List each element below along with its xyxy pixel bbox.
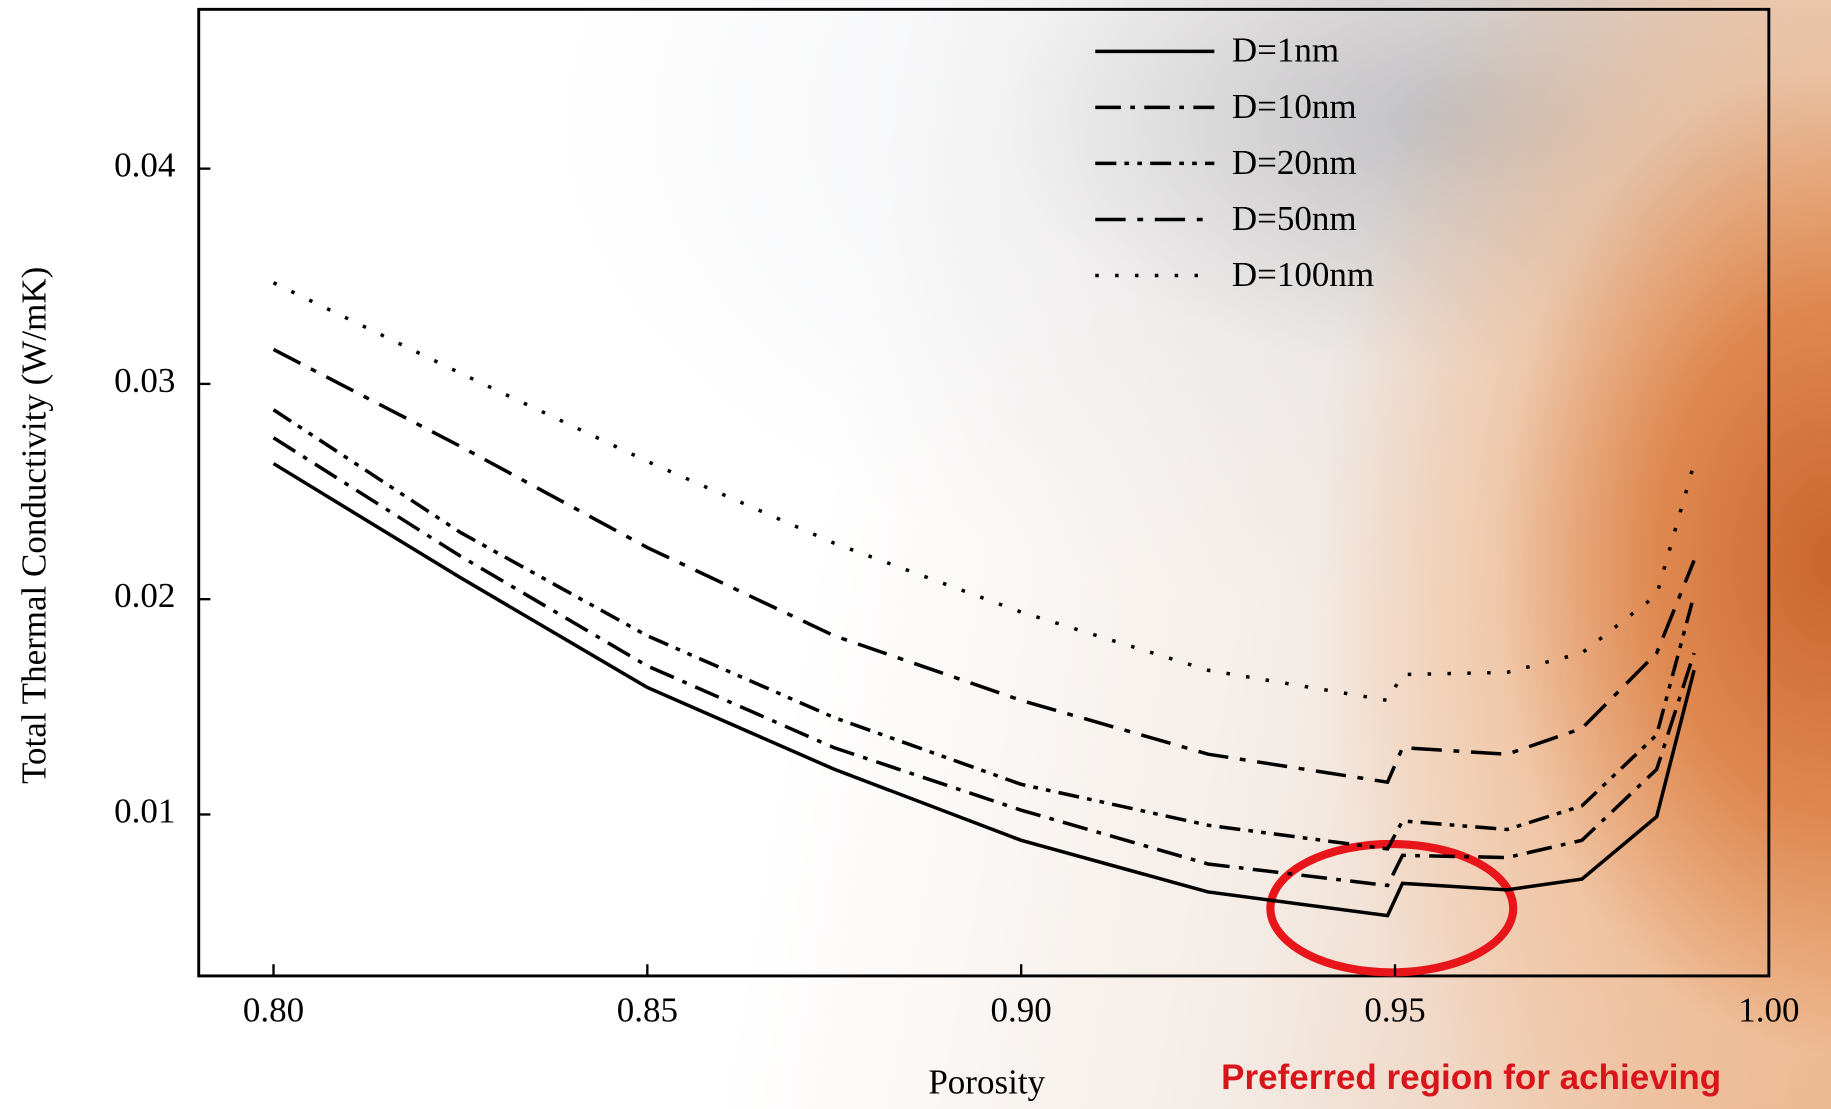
- y-axis-label: Total Thermal Conductivity (W/mK): [15, 267, 54, 784]
- legend-label: D=100nm: [1232, 255, 1374, 294]
- y-tick-label: 0.01: [114, 791, 175, 830]
- series-line: [272, 436, 1696, 888]
- y-tick-label: 0.02: [114, 576, 175, 615]
- y-tick-label: 0.03: [114, 361, 175, 400]
- annotation: Preferred region for achieving: [1221, 1058, 1721, 1097]
- x-tick-label: 0.80: [243, 990, 304, 1029]
- legend-label: D=10nm: [1232, 87, 1357, 126]
- y-tick-label: 0.04: [114, 146, 175, 185]
- x-tick-label: 1.00: [1738, 990, 1799, 1029]
- series-line: [272, 408, 1696, 851]
- legend-label: D=20nm: [1232, 143, 1357, 182]
- series-line: [272, 462, 1696, 918]
- x-tick-label: 0.95: [1364, 990, 1425, 1029]
- plot-frame: [197, 7, 1771, 978]
- series-line: [272, 281, 1696, 703]
- x-tick-label: 0.85: [617, 990, 678, 1029]
- x-tick-label: 0.90: [991, 990, 1052, 1029]
- legend-label: D=50nm: [1232, 199, 1357, 238]
- x-axis-label: Porosity: [928, 1063, 1045, 1102]
- series-line: [272, 347, 1696, 785]
- legend-label: D=1nm: [1232, 31, 1339, 70]
